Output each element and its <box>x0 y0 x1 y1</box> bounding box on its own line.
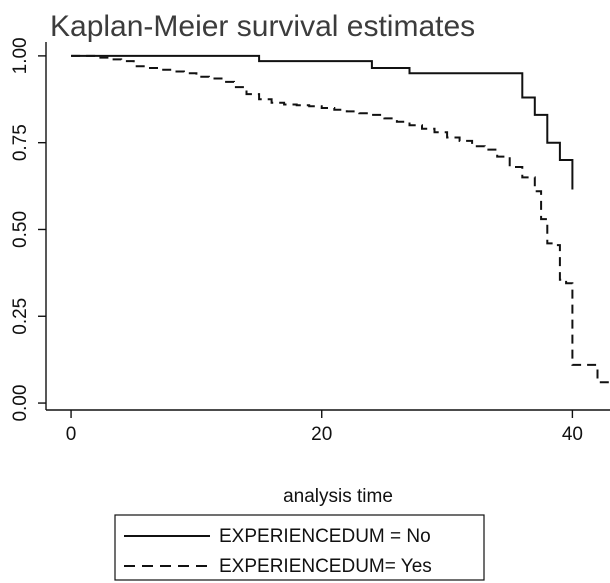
series-layer <box>71 54 610 384</box>
legend: EXPERIENCEDUM = No EXPERIENCEDUM= Yes <box>114 514 485 581</box>
y-tick-label: 0.75 <box>10 124 31 161</box>
legend-label-yes: EXPERIENCEDUM= Yes <box>219 556 432 577</box>
y-tick-label: 0.25 <box>10 298 31 335</box>
y-tick-label: 1.00 <box>10 37 31 74</box>
chart-title: Kaplan-Meier survival estimates <box>50 10 475 43</box>
legend-box <box>114 514 485 581</box>
series-line-no <box>71 54 574 190</box>
legend-label-no: EXPERIENCEDUM = No <box>219 526 431 547</box>
axes: 0.00 0.25 0.50 0.75 1.00 0 20 40 <box>10 37 610 445</box>
x-axis-title: analysis time <box>283 486 393 507</box>
x-tick-label: 20 <box>311 424 332 445</box>
series-line-yes <box>71 54 610 384</box>
y-tick-label: 0.00 <box>10 385 31 422</box>
x-tick-label: 40 <box>562 424 583 445</box>
y-tick-label: 0.50 <box>10 211 31 248</box>
x-tick-label: 0 <box>66 424 77 445</box>
